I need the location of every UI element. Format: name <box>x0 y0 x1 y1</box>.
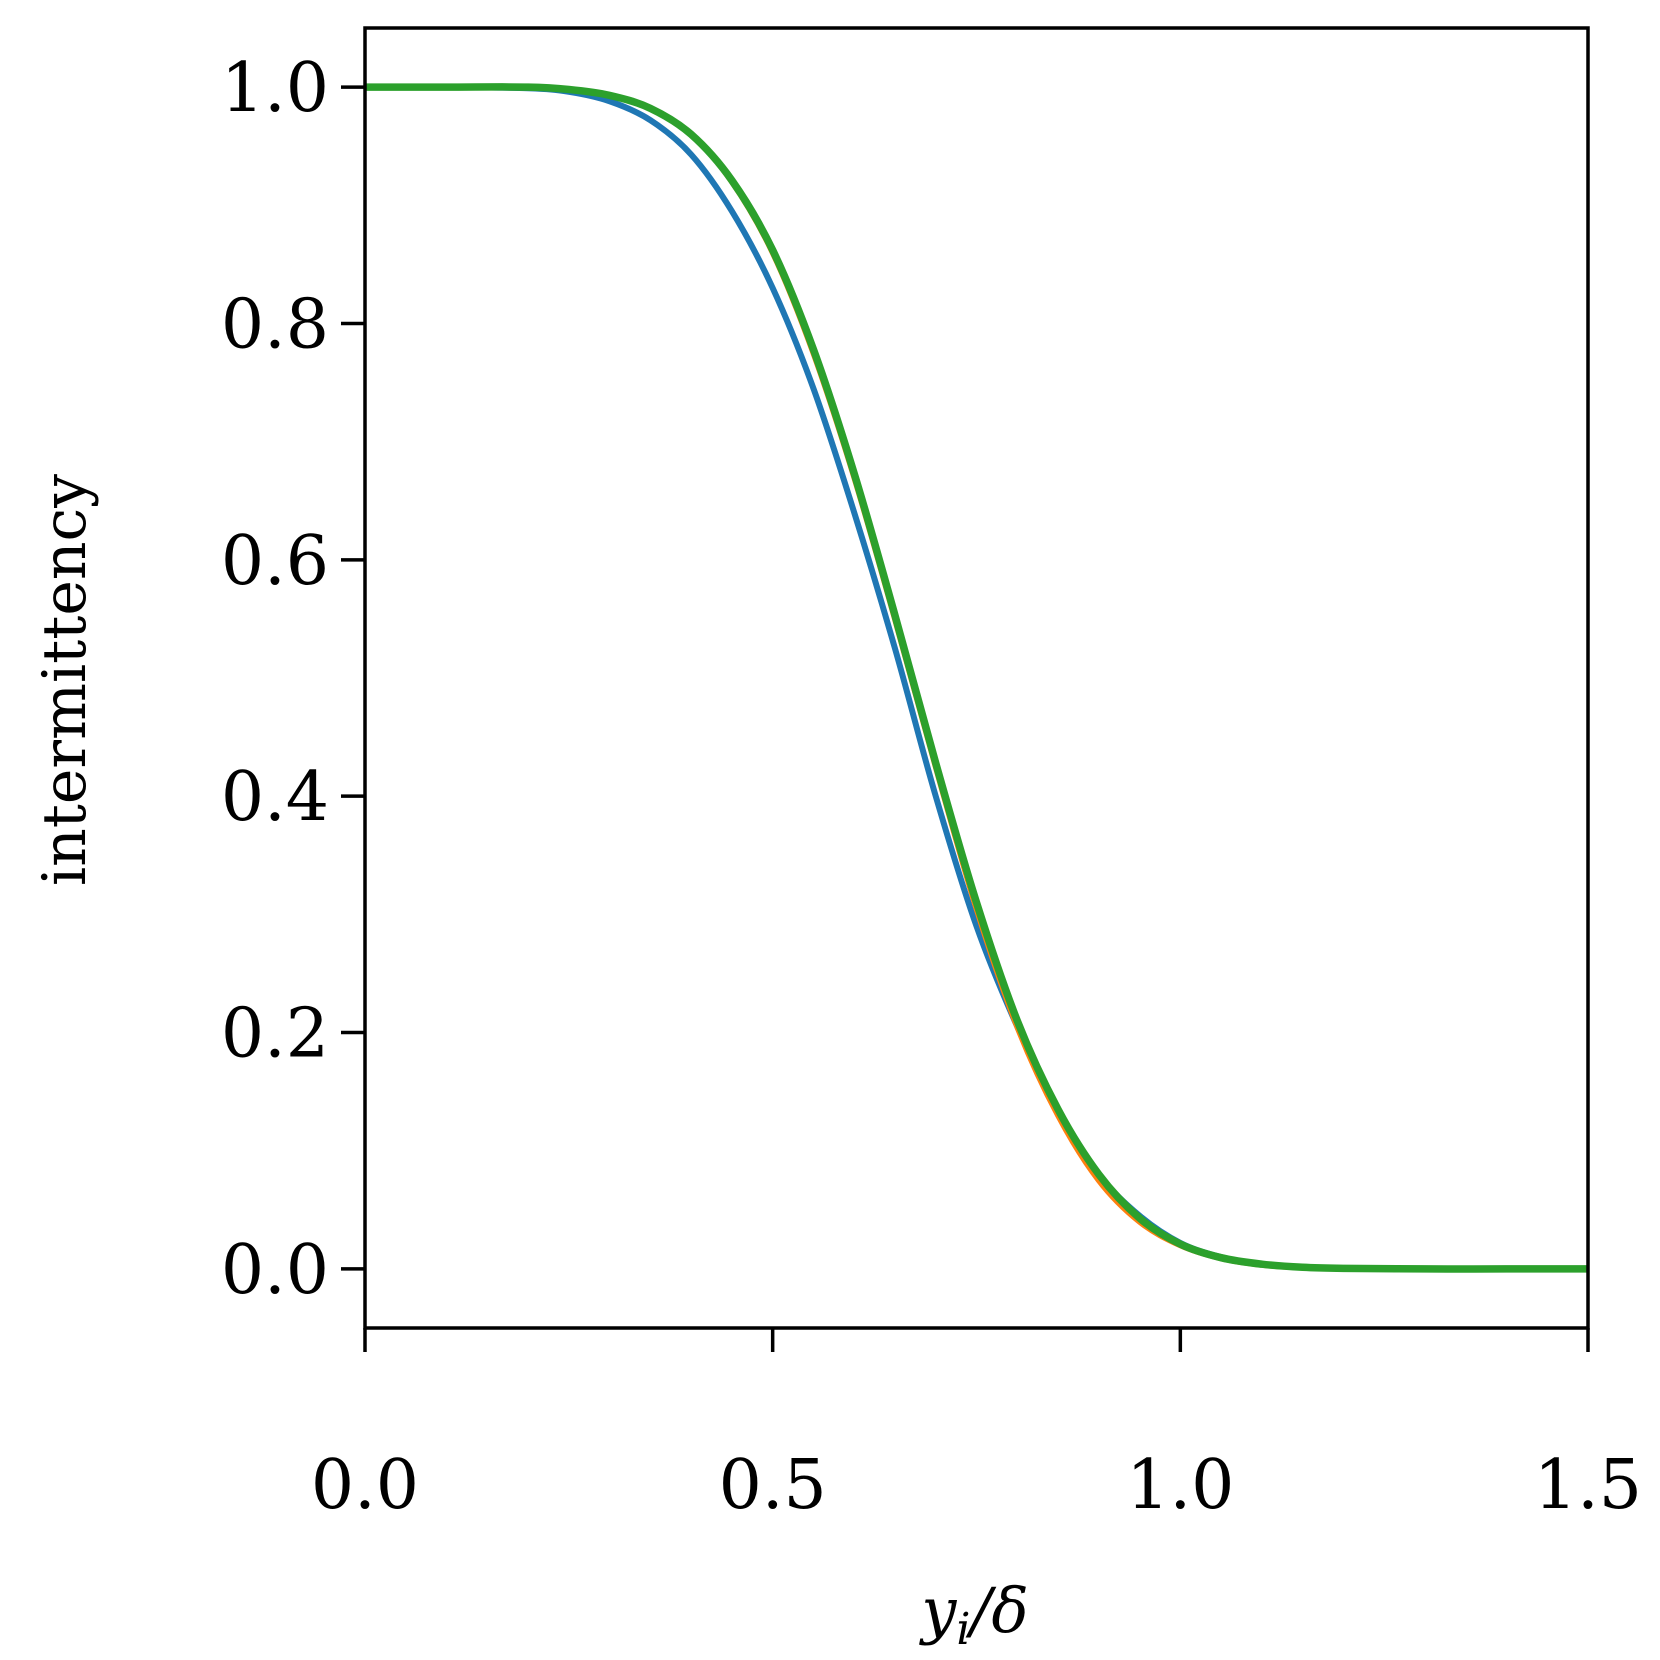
plot-frame <box>363 26 1590 1330</box>
x-axis-label-rest: /δ <box>965 1574 1028 1647</box>
y-tick-label: 0.6 <box>221 522 329 601</box>
series-lines <box>364 83 1588 1273</box>
y-tick-label: 0.4 <box>221 758 329 837</box>
y-tick-label: 0.8 <box>221 285 329 364</box>
axis-ticks: 0.0 0.2 0.4 0.6 0.8 1.0 0.0 0.5 1.0 1.5 <box>221 49 1642 1525</box>
y-tick-label: 0.0 <box>221 1231 329 1310</box>
x-axis-label-main: y <box>918 1574 957 1647</box>
series-line-3 <box>365 83 1588 1273</box>
x-tick-label: 0.0 <box>311 1446 419 1525</box>
y-tick-label: 1.0 <box>221 49 329 128</box>
series-line-2 <box>365 83 1588 1272</box>
y-axis-label: intermittency <box>30 474 100 886</box>
x-tick-label: 1.0 <box>1126 1446 1234 1525</box>
x-axis-label-sub: i <box>956 1604 970 1655</box>
y-tick-label: 0.2 <box>221 995 329 1074</box>
x-tick-label: 1.5 <box>1534 1446 1642 1525</box>
x-axis-label: yi/δ <box>918 1574 1028 1655</box>
series-line-1 <box>364 84 1588 1272</box>
x-tick-label: 0.5 <box>719 1446 827 1525</box>
